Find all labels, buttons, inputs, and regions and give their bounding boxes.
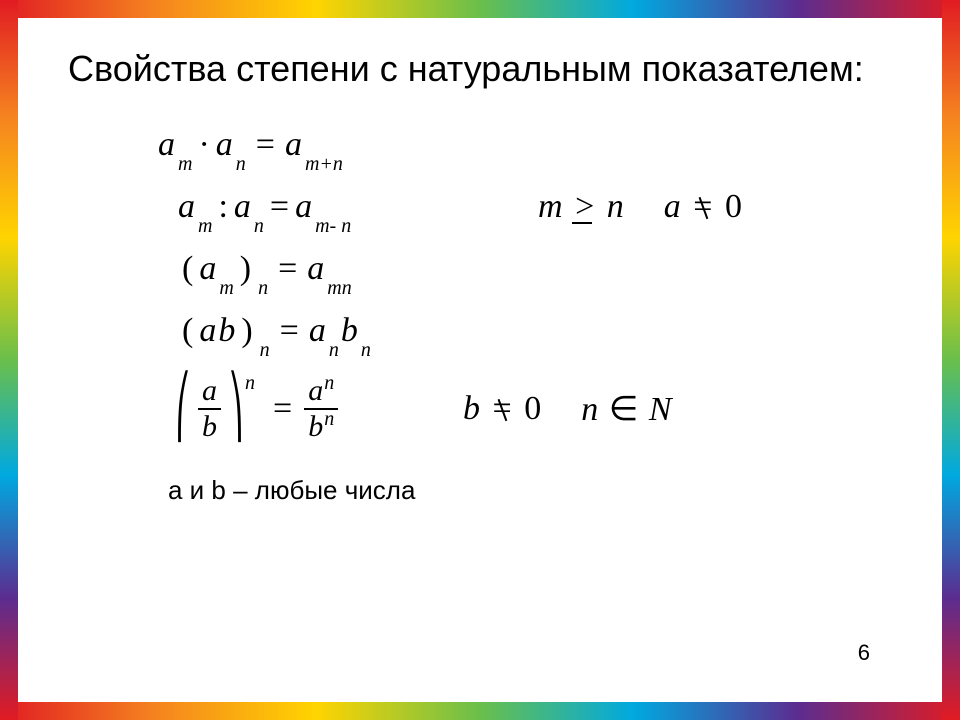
- rainbow-frame: Свойства степени с натуральным показател…: [0, 0, 960, 720]
- condition-b-neq-0: b = 0: [463, 390, 541, 428]
- base-a: a: [234, 188, 251, 226]
- formula-power-of-power: (am)n = amn: [68, 245, 902, 293]
- condition-m-ge-n: m > n: [538, 188, 624, 226]
- formula-power-of-product: (ab)n = anbn: [68, 307, 902, 355]
- base-a: a: [295, 188, 312, 226]
- paren-open: (: [178, 250, 197, 288]
- base-a: a: [178, 188, 195, 226]
- big-paren-close: ⎞: [229, 383, 244, 431]
- paren-open: (: [178, 312, 197, 350]
- element-of-sign: ∈: [607, 391, 641, 428]
- footnote: a и b – любые числа: [168, 475, 902, 506]
- equals-sign: =: [248, 126, 283, 164]
- slide-content: Свойства степени с натуральным показател…: [18, 18, 942, 702]
- formula-quotient: am : an = am- n m > n a = 0: [68, 183, 902, 231]
- exp-n: n: [323, 372, 334, 394]
- var-b: b: [463, 390, 480, 427]
- neq-sign: =: [689, 188, 716, 226]
- base-a: a: [216, 126, 233, 164]
- fraction-a-over-b: a b: [198, 376, 221, 442]
- zero: 0: [524, 390, 541, 427]
- big-paren-open: ⎛: [176, 383, 191, 431]
- var-b: b: [308, 410, 323, 443]
- var-a: a: [199, 312, 216, 350]
- zero: 0: [725, 188, 742, 225]
- var-n: n: [581, 391, 598, 428]
- var-n: n: [607, 188, 624, 225]
- condition-n-in-N: n ∈ N: [581, 389, 671, 429]
- equals-sign: =: [263, 390, 302, 428]
- set-N: N: [649, 391, 672, 428]
- var-b: b: [341, 312, 358, 350]
- operator-colon: :: [214, 188, 231, 226]
- exp-n: n: [245, 372, 255, 395]
- formula-product: am · an = am+n: [68, 121, 902, 169]
- base-a: a: [307, 250, 324, 288]
- formula-list: am · an = am+n am : an = am- n: [68, 121, 902, 449]
- var-b: b: [218, 312, 235, 350]
- numerator-a: a: [198, 376, 221, 406]
- paren-close: ): [236, 250, 255, 288]
- page-number: 6: [858, 640, 870, 666]
- var-a: a: [308, 374, 323, 407]
- equals-sign: =: [270, 250, 305, 288]
- var-a: a: [309, 312, 326, 350]
- paren-close: ): [237, 312, 256, 350]
- equals-sign: =: [272, 312, 307, 350]
- var-a: a: [664, 188, 681, 225]
- base-a: a: [158, 126, 175, 164]
- base-a: a: [199, 250, 216, 288]
- denominator-b: b: [198, 412, 221, 442]
- base-a: a: [285, 126, 302, 164]
- exp-n: n: [323, 408, 334, 430]
- condition-a-neq-0: a = 0: [664, 188, 742, 226]
- operator-dot: ·: [194, 126, 213, 164]
- formula-power-of-fraction: ⎛ a b ⎞ n = an bn: [68, 369, 902, 449]
- slide-title: Свойства степени с натуральным показател…: [68, 46, 902, 91]
- geq-sign: >: [571, 188, 598, 226]
- neq-sign: =: [489, 390, 516, 428]
- fraction-an-over-bn: an bn: [304, 376, 338, 442]
- var-m: m: [538, 188, 563, 225]
- equals-sign: =: [266, 188, 293, 226]
